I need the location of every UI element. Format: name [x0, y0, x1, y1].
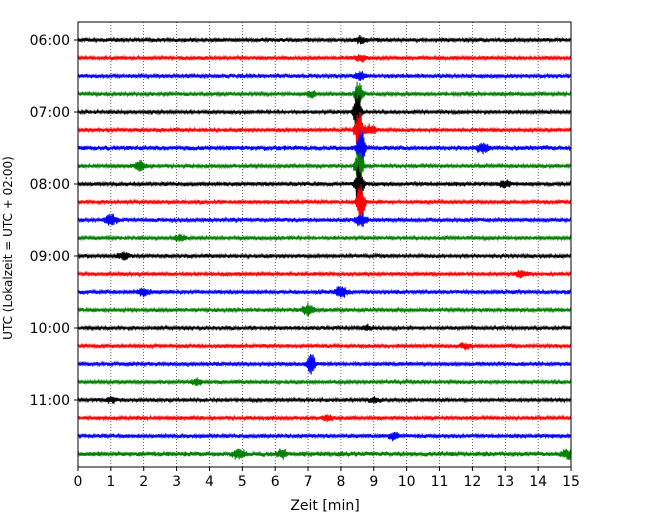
- y-tick-label: 06:00: [30, 33, 70, 49]
- trace-1130: [77, 431, 572, 442]
- y-tick-label: 07:00: [30, 105, 70, 121]
- x-axis-label: Zeit [min]: [290, 498, 359, 514]
- x-tick-label: 12: [463, 474, 481, 490]
- x-tick-label: 7: [304, 474, 313, 490]
- x-axis-ticks: 0 1 2 3 4 5 6 7 8 9 10 11 12 13 14 15: [74, 467, 580, 490]
- y-tick-label: 11:00: [30, 393, 70, 409]
- grid-lines: [110, 22, 539, 467]
- trace-0845: [77, 233, 572, 242]
- y-tick-label: 08:00: [30, 177, 70, 193]
- trace-0730: [77, 129, 572, 166]
- trace-1000: [77, 323, 572, 332]
- trace-1015: [77, 342, 572, 351]
- trace-0900: [77, 251, 572, 261]
- trace-0745: [77, 151, 572, 186]
- y-axis-ticks: 06:00 07:00 08:00 09:00 10:00 11:00: [30, 33, 78, 409]
- x-tick-label: 15: [562, 474, 580, 490]
- x-tick-label: 6: [271, 474, 280, 490]
- x-tick-label: 14: [529, 474, 547, 490]
- x-tick-label: 3: [172, 474, 181, 490]
- trace-0945: [77, 302, 572, 317]
- x-tick-label: 4: [205, 474, 214, 490]
- trace-1030: [77, 354, 572, 375]
- y-tick-label: 10:00: [30, 321, 70, 337]
- trace-0645: [77, 81, 572, 108]
- plot-frame: [77, 21, 572, 468]
- trace-0630: [77, 71, 572, 81]
- x-tick-label: 10: [398, 474, 416, 490]
- x-tick-label: 11: [431, 474, 449, 490]
- x-tick-label: 1: [106, 474, 115, 490]
- trace-0800: [77, 164, 572, 205]
- trace-1145: [77, 448, 572, 460]
- trace-0700: [77, 93, 572, 132]
- trace-1045: [77, 377, 572, 386]
- y-axis-label: UTC (Lokalzeit = UTC + 02:00): [1, 156, 15, 340]
- trace-0930: [77, 286, 572, 298]
- trace-1100: [77, 395, 572, 404]
- trace-0915: [77, 269, 572, 279]
- y-tick-label: 09:00: [30, 249, 70, 265]
- trace-0600: [77, 34, 572, 45]
- x-tick-label: 9: [369, 474, 378, 490]
- x-tick-label: 8: [336, 474, 345, 490]
- trace-0815: [77, 184, 572, 222]
- x-tick-label: 0: [74, 474, 83, 490]
- trace-1115: [77, 414, 572, 423]
- trace-series: [77, 34, 572, 460]
- trace-0715: [77, 111, 572, 149]
- trace-0615: [77, 54, 572, 63]
- trace-0830: [77, 212, 572, 228]
- x-tick-label: 2: [139, 474, 148, 490]
- x-tick-label: 13: [496, 474, 514, 490]
- x-tick-label: 5: [238, 474, 247, 490]
